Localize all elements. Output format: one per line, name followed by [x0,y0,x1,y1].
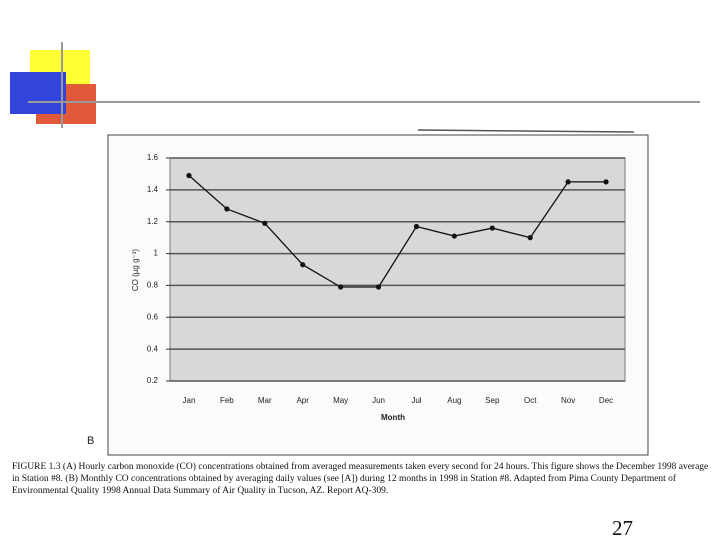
y-tick-label: 1 [154,249,159,258]
decor-line [417,129,635,133]
panel-label: B [87,435,94,447]
y-tick-label: 0.8 [147,281,159,290]
data-point [603,179,609,185]
data-line [188,175,607,288]
y-tick-label: 1.4 [147,185,159,194]
y-tick-label: 1.2 [147,217,159,226]
y-tick-label: 0.6 [147,312,159,321]
data-point [262,220,268,226]
x-tick-label: Jan [183,396,196,405]
x-tick-label: Jun [372,396,385,405]
y-tick-label: 1.6 [147,153,159,162]
x-tick-label: Dec [599,396,613,405]
figure-caption: FIGURE 1.3 (A) Hourly carbon monoxide (C… [12,462,709,496]
data-point [338,284,344,290]
y-axis-label: CO (µg g⁻³) [131,249,140,292]
data-point [565,179,571,185]
data-point [527,235,533,241]
y-tick-label: 0.4 [147,344,159,353]
x-axis-label: Month [381,413,405,422]
slide-number: 27 [612,516,633,540]
x-tick-label: Jul [411,396,421,405]
data-point [300,262,306,268]
x-tick-label: Aug [447,396,461,405]
decor-square [10,72,66,114]
data-point [451,233,457,239]
data-point [224,206,230,212]
plot-area [169,157,626,382]
x-tick-label: Sep [485,396,500,405]
data-point [413,223,420,230]
y-tick-label: 0.2 [147,376,159,385]
x-tick-label: Oct [524,396,537,405]
x-tick-label: Apr [296,396,309,405]
x-tick-label: Feb [220,396,234,405]
data-point [375,284,382,290]
x-tick-label: Nov [561,396,575,405]
x-tick-label: May [333,396,348,405]
x-tick-label: Mar [258,396,272,405]
data-point [489,225,495,231]
data-point [186,172,192,179]
